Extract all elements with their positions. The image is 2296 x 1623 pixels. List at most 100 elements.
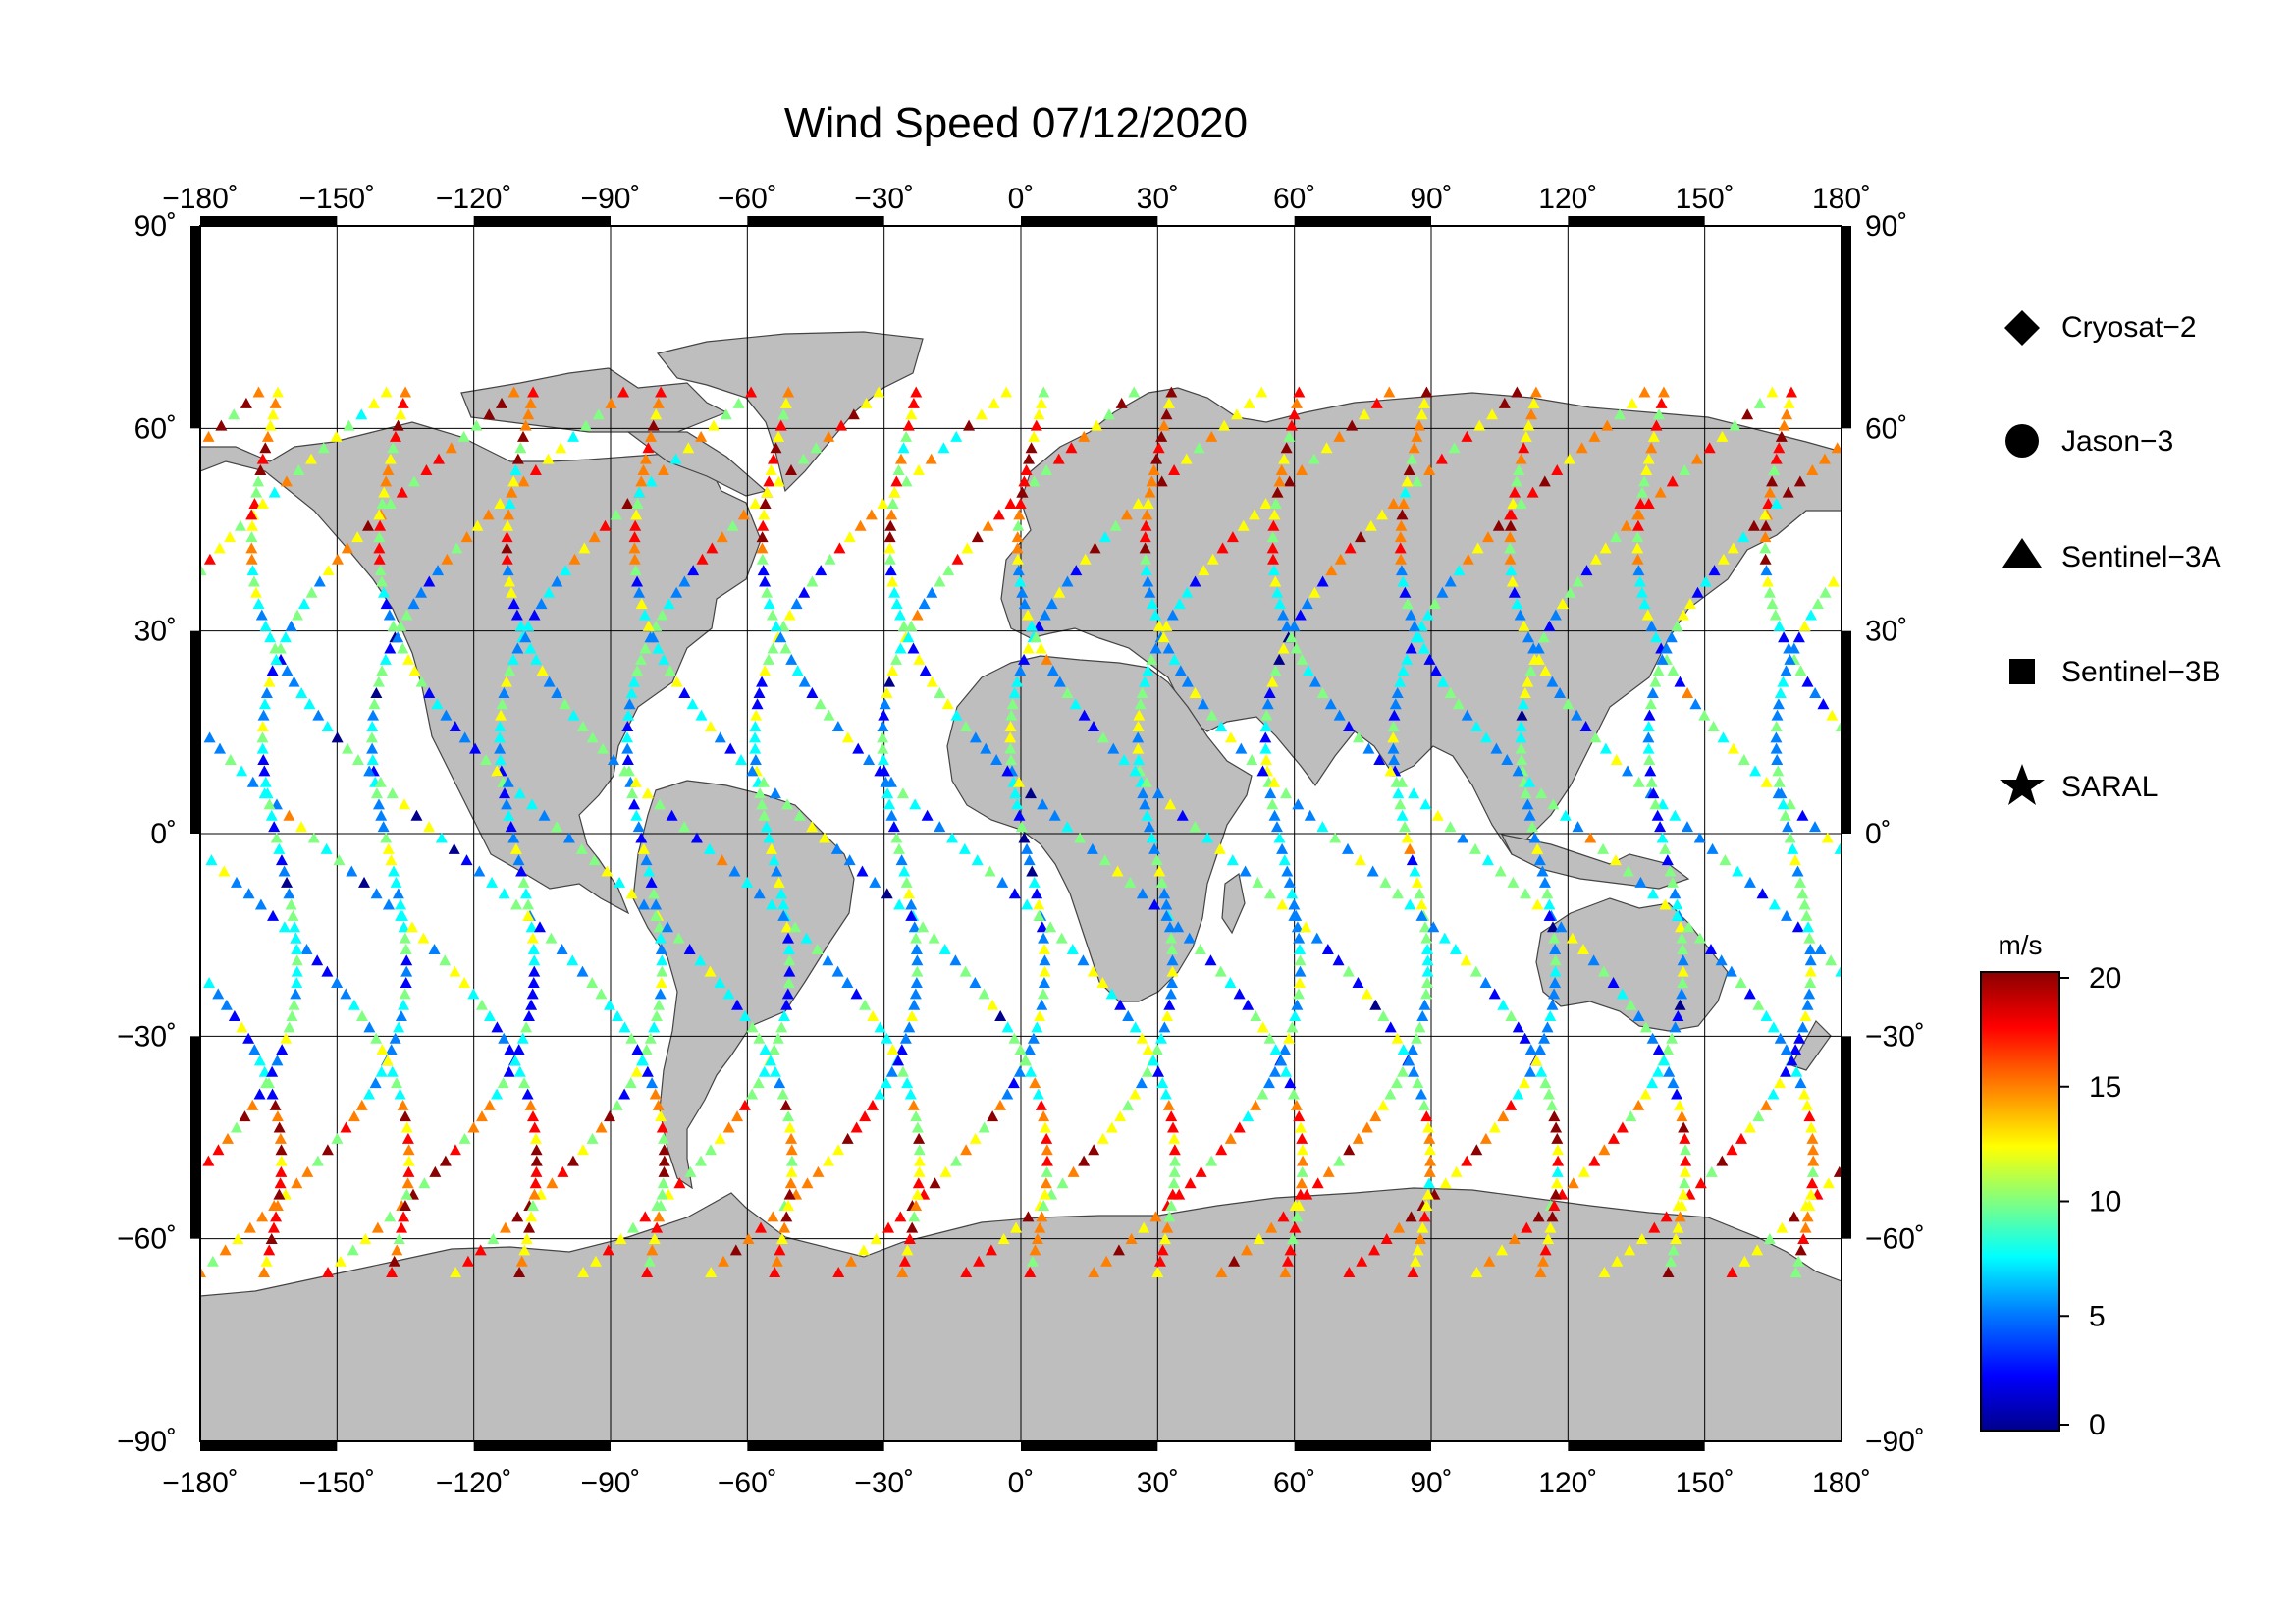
track-point [263, 676, 276, 687]
border-segment [473, 216, 611, 226]
track-point [503, 1065, 515, 1077]
track-point [877, 754, 889, 766]
track-point [1640, 463, 1653, 475]
track-point [763, 653, 775, 665]
track-point [1772, 698, 1785, 710]
track-point [1181, 676, 1194, 687]
track-point [1518, 620, 1530, 631]
track-point [1022, 609, 1035, 621]
track-point [1406, 854, 1418, 866]
track-point [1634, 498, 1647, 510]
track-point [633, 486, 646, 498]
track-point [1352, 1132, 1364, 1144]
track-point [218, 865, 231, 877]
track-point [1333, 1155, 1346, 1166]
track-point [1284, 1244, 1297, 1256]
track-point [811, 943, 824, 954]
track-point [523, 1221, 536, 1233]
track-point [1597, 842, 1610, 854]
track-point [1396, 509, 1409, 520]
track-point [271, 1199, 284, 1211]
track-point [1507, 498, 1520, 510]
track-point [388, 1255, 400, 1267]
track-point [1278, 453, 1291, 464]
track-point [1098, 854, 1111, 866]
track-point [1556, 598, 1569, 610]
track-point [759, 575, 772, 587]
track-point [1743, 988, 1756, 1000]
track-point [1504, 519, 1517, 531]
track-point [1112, 1244, 1125, 1256]
track-point [1422, 1177, 1435, 1189]
map-border-checker [190, 216, 1851, 1451]
track-point [1794, 1077, 1807, 1089]
track-point [696, 553, 709, 565]
track-point [1706, 842, 1719, 854]
track-point [1415, 1233, 1427, 1245]
track-point [1770, 453, 1783, 464]
track-point [1420, 1199, 1433, 1211]
track-point [1396, 1065, 1409, 1077]
track-point [522, 898, 535, 910]
track-point [987, 1110, 999, 1122]
track-point [755, 1221, 768, 1233]
track-point [586, 976, 599, 988]
track-point [643, 865, 656, 877]
track-point [1660, 642, 1673, 654]
track-point [1293, 1110, 1306, 1122]
track-point [774, 1244, 786, 1256]
track-point [351, 754, 364, 766]
track-point [884, 776, 897, 787]
track-point [783, 954, 796, 966]
track-point [1676, 988, 1688, 1000]
track-point [722, 988, 735, 1000]
track-point [1669, 1021, 1682, 1033]
track-point [1044, 921, 1057, 933]
track-point [1296, 1165, 1308, 1177]
border-segment [1842, 1036, 1851, 1239]
track-point [1803, 988, 1816, 1000]
track-point [355, 1099, 368, 1110]
track-point [494, 720, 507, 731]
track-point [705, 1267, 718, 1278]
track-point [1041, 1132, 1053, 1144]
track-point [1285, 419, 1298, 431]
track-point [1148, 1055, 1160, 1066]
track-point [1037, 988, 1049, 1000]
track-point [607, 754, 619, 766]
track-point [230, 876, 242, 888]
track-point [1129, 1088, 1142, 1100]
track-point [1020, 1055, 1033, 1066]
track-point [271, 1110, 284, 1122]
track-point [1018, 653, 1031, 665]
track-point [1821, 832, 1834, 843]
track-point [1512, 1021, 1524, 1033]
track-point [1625, 1110, 1637, 1122]
track-point [1438, 932, 1451, 944]
track-point [543, 676, 556, 687]
track-point [219, 1244, 232, 1256]
track-point [1401, 475, 1414, 487]
track-point [205, 854, 218, 866]
track-point [423, 821, 436, 833]
track-point [1496, 1244, 1509, 1256]
track-point [542, 453, 555, 464]
track-point [1548, 988, 1561, 1000]
track-point [1364, 519, 1377, 531]
track-point [1541, 888, 1554, 899]
track-point [1366, 865, 1379, 877]
track-point [1410, 1255, 1422, 1267]
track-point [785, 1144, 798, 1156]
track-point [645, 475, 658, 487]
track-point [831, 720, 844, 731]
track-point [1152, 442, 1165, 454]
track-point [1282, 1032, 1295, 1044]
track-point [1519, 1032, 1531, 1044]
track-point [1129, 1021, 1142, 1033]
track-point [612, 1010, 624, 1022]
track-point [823, 709, 835, 721]
track-point [1242, 999, 1255, 1010]
track-point [1801, 676, 1814, 687]
track-point [630, 509, 643, 520]
track-point [1136, 1032, 1148, 1044]
